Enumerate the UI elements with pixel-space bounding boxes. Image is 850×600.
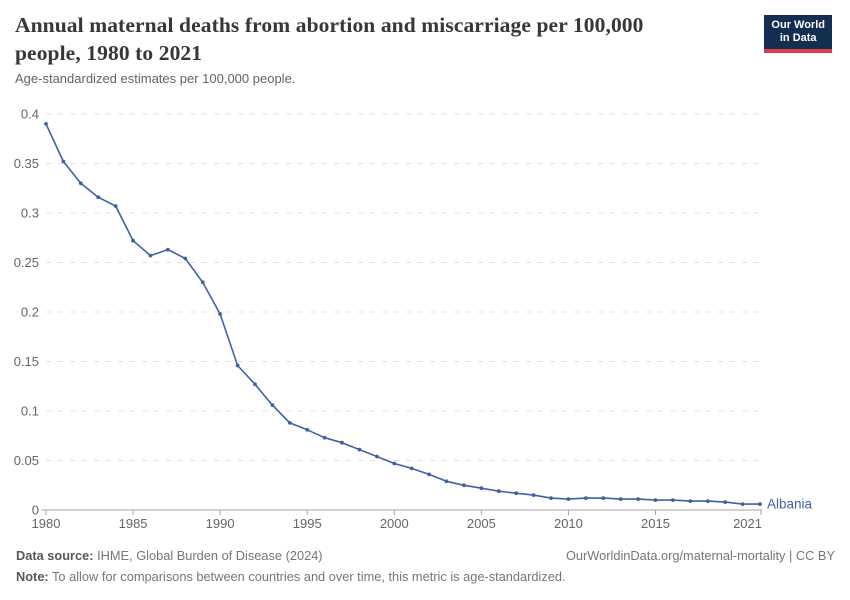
y-tick-label: 0.3 [21, 206, 39, 221]
data-source-label: Data source: [16, 548, 94, 563]
albania-line [45, 123, 761, 505]
data-point [514, 491, 519, 496]
x-tick-label: 2021 [733, 516, 762, 531]
y-tick-label: 0.15 [14, 354, 39, 369]
data-source: Data source: IHME, Global Burden of Dise… [16, 547, 323, 564]
data-point [375, 454, 379, 459]
data-point [148, 253, 153, 258]
data-point [723, 500, 728, 504]
data-point [758, 502, 762, 506]
data-point [427, 472, 431, 477]
data-point [740, 502, 745, 506]
data-point [479, 486, 484, 491]
x-tick-label: 1985 [119, 516, 148, 531]
y-tick-label: 0.05 [14, 453, 39, 468]
data-point [601, 496, 606, 500]
y-tick-label: 0 [32, 503, 39, 518]
data-point [200, 280, 205, 285]
x-tick-label: 1980 [32, 516, 61, 531]
y-tick-label: 0.2 [21, 305, 39, 320]
x-tick-label: 1990 [206, 516, 235, 531]
data-point [584, 496, 588, 500]
owid-logo-line2: in Data [779, 32, 817, 44]
data-point [636, 497, 640, 501]
data-point [566, 497, 571, 501]
x-tick-label: 2005 [467, 516, 496, 531]
data-point [357, 447, 362, 452]
chart-title-line1: Annual maternal deaths from abortion and… [15, 13, 644, 37]
x-tick-label: 1995 [293, 516, 322, 531]
data-point [131, 238, 136, 243]
series-label-albania: Albania [767, 497, 813, 512]
data-point [44, 122, 48, 126]
data-source-value: IHME, Global Burden of Disease (2024) [97, 548, 323, 563]
x-tick-label: 2000 [380, 516, 409, 531]
y-tick-label: 0.25 [14, 255, 39, 270]
chart-note-value: To allow for comparisons between countri… [52, 569, 566, 584]
data-point [653, 498, 658, 502]
data-point [531, 493, 536, 497]
data-point [705, 499, 710, 503]
chart-title: Annual maternal deaths from abortion and… [15, 11, 735, 67]
y-tick-label: 0.35 [14, 156, 39, 171]
x-tick-label: 2015 [641, 516, 670, 531]
data-point [392, 461, 397, 466]
data-point [409, 466, 414, 471]
y-tick-label: 0.4 [21, 107, 39, 122]
owid-logo[interactable]: Our World in Data [764, 15, 832, 53]
data-point [253, 382, 257, 387]
data-point [235, 363, 240, 368]
x-tick-label: 2010 [554, 516, 583, 531]
data-point [444, 479, 449, 484]
data-point [618, 497, 623, 501]
data-point [688, 499, 693, 503]
owid-logo-line1: Our World [771, 19, 825, 31]
data-point [113, 204, 118, 208]
chart-note-label: Note: [16, 569, 49, 584]
data-point [270, 403, 275, 407]
data-point [322, 435, 327, 440]
data-point [96, 195, 101, 200]
data-point [78, 181, 83, 186]
chart-title-line2: people, 1980 to 2021 [15, 41, 203, 65]
chart-subtitle: Age-standardized estimates per 100,000 p… [15, 71, 296, 86]
data-point [462, 483, 466, 488]
data-point [671, 498, 675, 502]
line-chart: 0 0.05 0.1 0.15 0.2 0.25 0.3 0.35 0.4 1980 1985 199… [14, 107, 813, 532]
data-point [218, 312, 223, 316]
data-point [305, 427, 310, 432]
data-point [61, 159, 66, 164]
data-point [340, 440, 344, 445]
attribution-link[interactable]: OurWorldinData.org/maternal-mortality | … [565, 548, 835, 563]
y-tick-label: 0.1 [21, 404, 39, 419]
data-point [166, 247, 170, 252]
data-point [183, 256, 188, 261]
chart-note: Note: To allow for comparisons between c… [16, 568, 566, 585]
data-point [496, 489, 501, 494]
data-point [287, 421, 292, 425]
data-point [549, 496, 553, 500]
